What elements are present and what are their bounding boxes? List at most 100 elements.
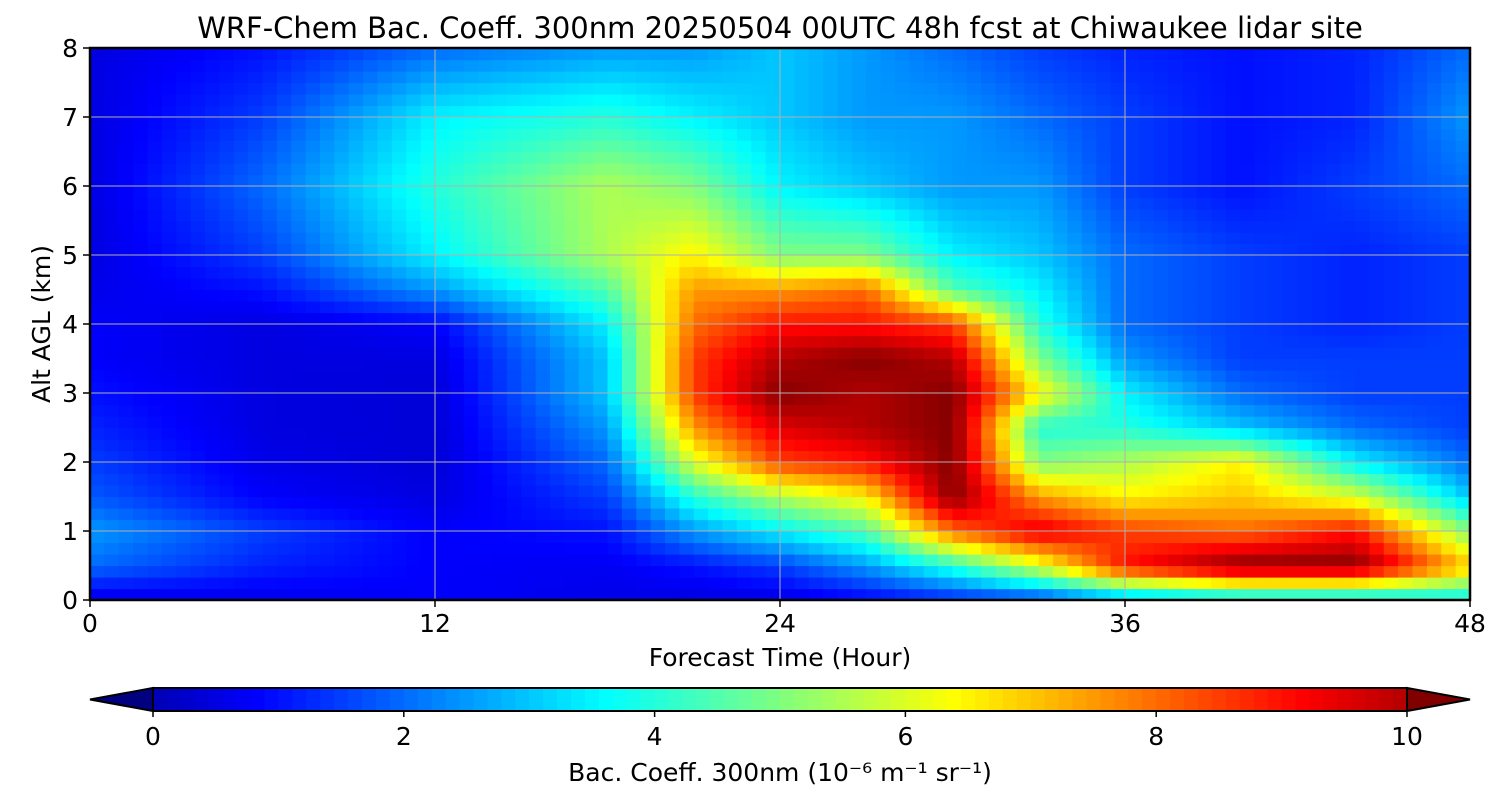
heatmap-cell (621, 243, 637, 256)
heatmap-cell (981, 496, 997, 509)
heatmap-cell (593, 209, 609, 222)
heatmap-cell (104, 59, 120, 72)
heatmap-cell (305, 519, 321, 532)
heatmap-cell (880, 462, 896, 475)
heatmap-cell (1225, 531, 1241, 544)
colorbar-segment (877, 688, 893, 711)
colorbar-segment (835, 688, 851, 711)
heatmap-cell (1053, 588, 1069, 600)
heatmap-cell (1024, 381, 1040, 394)
heatmap-cell (133, 370, 149, 383)
heatmap-cell (133, 508, 149, 521)
heatmap-cell (1340, 255, 1356, 268)
heatmap-cell (205, 427, 220, 440)
heatmap-cell (851, 404, 867, 417)
heatmap-cell (391, 151, 407, 164)
heatmap-cell (1311, 519, 1327, 532)
heatmap-cell (305, 94, 321, 107)
heatmap-cell (133, 565, 149, 578)
heatmap-cell (1426, 48, 1442, 61)
heatmap-cell (1081, 266, 1097, 279)
heatmap-cell (593, 554, 609, 567)
heatmap-cell (1355, 71, 1370, 84)
heatmap-cell (1412, 278, 1428, 291)
heatmap-cell (1010, 393, 1025, 406)
heatmap-cell (1455, 59, 1470, 72)
heatmap-cell (751, 312, 767, 325)
heatmap-cell (535, 255, 551, 268)
heatmap-cell (305, 163, 321, 176)
heatmap-cell (693, 186, 709, 199)
heatmap-cell (449, 554, 465, 567)
colorbar-segment (905, 688, 920, 711)
heatmap-cell (923, 197, 939, 210)
heatmap-cell (1053, 531, 1069, 544)
heatmap-cell (794, 140, 810, 153)
heatmap-cell (276, 128, 292, 141)
heatmap-cell (665, 209, 680, 222)
heatmap-cell (851, 358, 867, 371)
heatmap-cell (981, 335, 997, 348)
heatmap-cell (391, 485, 407, 498)
heatmap-cell (1125, 220, 1140, 233)
heatmap-cell (521, 128, 537, 141)
heatmap-cell (276, 94, 292, 107)
heatmap-cell (190, 209, 206, 222)
heatmap-cell (952, 105, 968, 118)
heatmap-cell (1311, 243, 1327, 256)
heatmap-cell (492, 531, 508, 544)
heatmap-cell (205, 117, 220, 130)
heatmap-cell (1398, 209, 1414, 222)
heatmap-cell (363, 266, 379, 279)
heatmap-cell (765, 462, 781, 475)
heatmap-cell (880, 542, 896, 555)
heatmap-cell (248, 71, 264, 84)
heatmap-cell (420, 519, 436, 532)
heatmap-cell (1081, 232, 1097, 245)
heatmap-cell (1168, 220, 1184, 233)
heatmap-cell (1067, 427, 1083, 440)
heatmap-cell (1369, 588, 1385, 600)
heatmap-cell (1024, 151, 1040, 164)
heatmap-cell (463, 519, 479, 532)
heatmap-cell (348, 94, 364, 107)
heatmap-cell (320, 243, 335, 256)
heatmap-cell (1326, 519, 1342, 532)
heatmap-cell (1340, 347, 1356, 360)
heatmap-cell (650, 565, 666, 578)
heatmap-cell (1196, 381, 1212, 394)
heatmap-cell (492, 485, 508, 498)
heatmap-cell (1355, 220, 1370, 233)
heatmap-cell (276, 197, 292, 210)
heatmap-cell (851, 393, 867, 406)
heatmap-cell (190, 94, 206, 107)
heatmap-cell (966, 381, 982, 394)
heatmap-cell (966, 71, 982, 84)
heatmap-cell (506, 439, 522, 452)
heatmap-cell (665, 278, 680, 291)
heatmap-cell (823, 531, 839, 544)
heatmap-cell (1096, 519, 1112, 532)
heatmap-cell (1441, 243, 1457, 256)
heatmap-cell (679, 105, 695, 118)
heatmap-cell (363, 381, 379, 394)
heatmap-cell (233, 565, 249, 578)
heatmap-cell (1240, 151, 1255, 164)
heatmap-cell (880, 381, 896, 394)
heatmap-cell (348, 450, 364, 463)
heatmap-cell (995, 186, 1011, 199)
heatmap-cell (1369, 209, 1385, 222)
heatmap-cell (1081, 71, 1097, 84)
heatmap-cell (621, 174, 637, 187)
heatmap-cell (1081, 519, 1097, 532)
heatmap-cell (578, 255, 594, 268)
heatmap-cell (233, 370, 249, 383)
heatmap-cell (995, 519, 1011, 532)
heatmap-cell (1297, 209, 1313, 222)
heatmap-cell (1125, 427, 1140, 440)
heatmap-cell (478, 577, 494, 590)
heatmap-cell (636, 324, 652, 337)
heatmap-cell (506, 577, 522, 590)
heatmap-cell (636, 531, 652, 544)
heatmap-cell (1441, 163, 1457, 176)
